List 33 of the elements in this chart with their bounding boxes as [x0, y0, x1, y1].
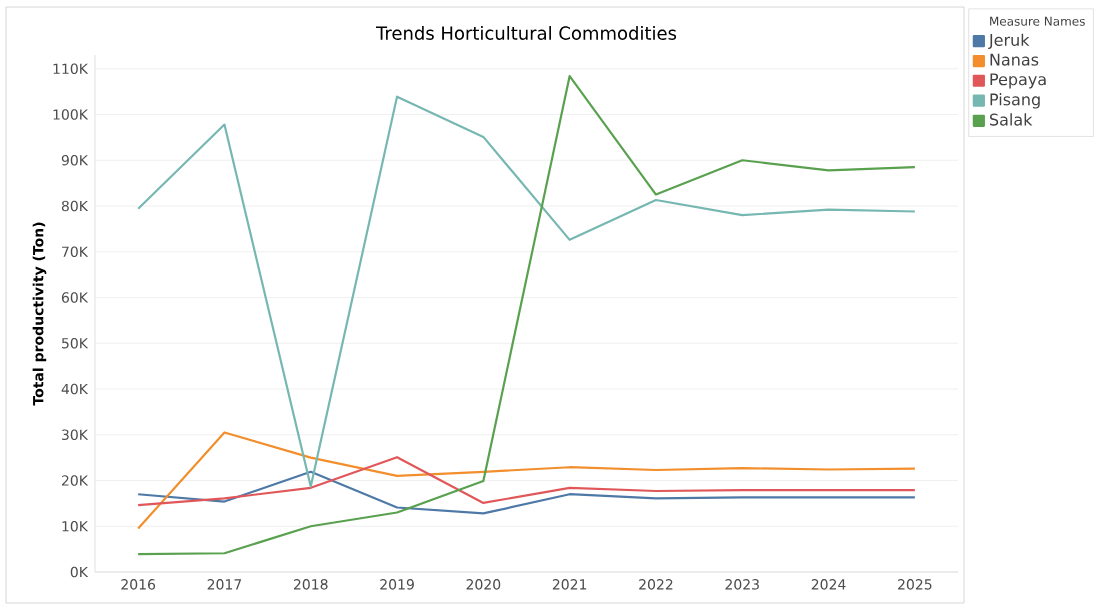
- y-tick-label: 10K: [62, 520, 89, 532]
- y-tick-label: 60K: [61, 292, 89, 303]
- line-series: [137, 74, 916, 556]
- legend-label: Salak: [990, 113, 1033, 126]
- x-tick-label: 2018: [293, 579, 328, 590]
- y-tick-label: 80K: [61, 200, 89, 212]
- legend-label: Pepaya: [990, 73, 1046, 89]
- x-tick-label: 2016: [121, 579, 156, 590]
- x-tick-label: 2023: [725, 579, 759, 590]
- y-tick-label: 70K: [62, 246, 89, 258]
- y-tick-label: 110K: [53, 63, 89, 75]
- legend-label: Pisang: [990, 93, 1040, 109]
- chart-title: Trends Horticultural Commodities: [376, 26, 677, 40]
- x-tick-label: 2025: [898, 579, 932, 590]
- line-series: [137, 431, 916, 530]
- x-tick-label: 2021: [552, 579, 587, 590]
- y-tick-label: 100K: [53, 109, 89, 120]
- legend-label: Jeruk: [988, 33, 1030, 49]
- y-tick-label: 0K: [70, 566, 89, 578]
- line-series: [137, 95, 916, 488]
- x-tick-label: 2020: [466, 579, 501, 590]
- y-tick-label: 90K: [61, 154, 89, 166]
- legend-title: Measure Names: [990, 16, 1085, 26]
- x-tick-label: 2017: [207, 579, 242, 590]
- y-axis-title: Total productivity (Ton): [32, 222, 47, 406]
- y-tick-label: 40K: [61, 383, 89, 395]
- x-tick-label: 2024: [811, 579, 846, 590]
- x-tick-label: 2022: [639, 579, 673, 590]
- y-tick-label: 50K: [62, 337, 89, 349]
- y-tick-label: 30K: [62, 429, 89, 441]
- x-tick-label: 2019: [380, 579, 414, 590]
- legend-label: Nanas: [990, 53, 1039, 66]
- y-tick-label: 20K: [61, 475, 89, 486]
